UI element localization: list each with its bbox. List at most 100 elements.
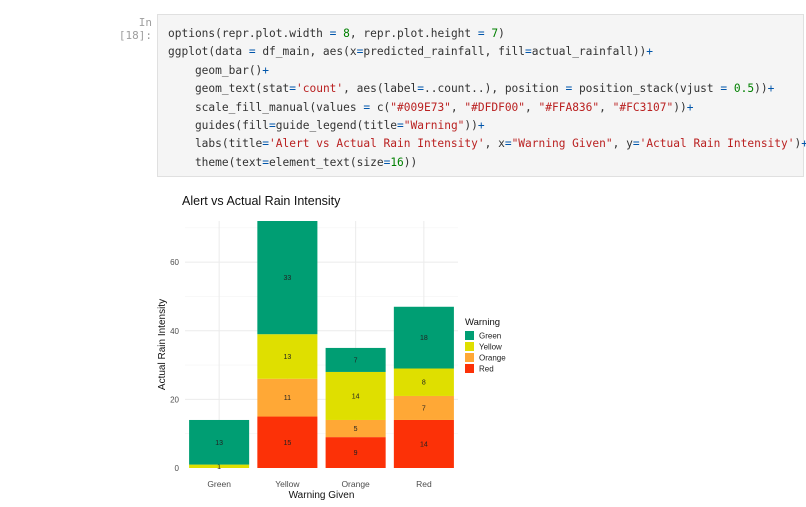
code-token: = [565, 82, 573, 96]
legend-swatch [465, 364, 474, 373]
code-token: "#DFDF00" [464, 100, 526, 114]
bar-segment [257, 416, 318, 468]
code-token: + [646, 45, 654, 59]
code-token: 'Actual Rain Intensity' [639, 137, 795, 151]
y-tick-label: 40 [170, 327, 179, 336]
code-token: "Warning Given" [511, 137, 613, 151]
code-cell[interactable]: options(repr.plot.width = 8, repr.plot.h… [157, 14, 806, 177]
code-token: predicted_rainfall, fill [363, 45, 526, 59]
code-token: df_main, aes(x [255, 45, 357, 59]
code-token: + [801, 137, 806, 151]
bar-segment [393, 368, 454, 396]
y-tick-label: 60 [170, 258, 179, 267]
code-editor[interactable]: options(repr.plot.width = 8, repr.plot.h… [168, 25, 806, 172]
code-token: , [450, 100, 465, 114]
code-token: 'count' [296, 82, 344, 96]
legend-label: Green [479, 332, 501, 341]
bar-segment [325, 437, 386, 468]
code-token: = [383, 155, 391, 169]
x-tick-label: Yellow [275, 479, 300, 489]
code-token: = [397, 118, 404, 132]
bar-segment [325, 347, 386, 372]
code-token: theme(text [168, 155, 263, 169]
bar-segment [257, 221, 318, 335]
legend-swatch [465, 331, 474, 340]
code-line: labs(title='Alert vs Actual Rain Intensi… [168, 135, 806, 153]
code-token: element_text(size [269, 155, 384, 169]
code-token: = [329, 27, 337, 40]
code-token: , y [612, 137, 633, 151]
y-tick-label: 0 [175, 464, 180, 473]
code-token: scale_fill_manual(values [168, 100, 364, 114]
legend-title: Warning [465, 317, 500, 328]
code-line: options(repr.plot.width = 8, repr.plot.h… [168, 25, 806, 43]
code-token: 7 [491, 27, 499, 40]
bar-segment [257, 378, 318, 417]
data-label: 7 [422, 405, 426, 412]
data-label: 5 [354, 426, 358, 433]
code-token [727, 82, 734, 95]
code-token: = [356, 45, 364, 59]
code-token: guide_legend(title [275, 118, 398, 132]
y-tick-label: 20 [170, 395, 179, 404]
code-token: + [686, 100, 694, 114]
data-label: 7 [354, 357, 358, 364]
x-tick-label: Green [207, 479, 231, 489]
code-token: "#FC3107" [612, 100, 674, 114]
bar-segment [189, 419, 250, 465]
code-token: guides(fill [168, 118, 270, 132]
code-token: )) [403, 155, 418, 169]
x-tick-label: Red [416, 479, 432, 489]
data-label: 14 [352, 393, 360, 400]
code-token: "#009E73" [390, 100, 451, 114]
code-line: theme(text=element_text(size=16)) [168, 154, 806, 172]
code-line: geom_text(stat='count', aes(label=..coun… [168, 80, 806, 98]
data-label: 9 [354, 450, 358, 457]
legend-swatch [465, 353, 474, 362]
bar-segment [393, 395, 454, 420]
code-token: = [720, 82, 728, 96]
code-token: = [504, 137, 512, 151]
bar-segment [393, 306, 454, 369]
code-token: = [289, 82, 296, 96]
code-token: = [632, 137, 640, 151]
data-label: 13 [215, 440, 223, 447]
code-token: , [599, 100, 613, 114]
code-token: = [262, 155, 270, 169]
chart-title: Alert vs Actual Rain Intensity [182, 194, 341, 208]
code-token: ) [498, 27, 505, 40]
code-token: = [525, 45, 532, 59]
bar-segment [257, 334, 318, 379]
code-token: "#FFA836" [538, 100, 600, 114]
legend-label: Red [479, 365, 494, 374]
legend-label: Orange [479, 354, 506, 363]
code-line: geom_bar()+ [168, 62, 806, 80]
bar-segment [325, 419, 386, 438]
code-token: ..count..), position [424, 82, 566, 96]
code-token: = [262, 137, 270, 151]
bar-segment [393, 419, 454, 468]
code-token: , repr.plot.height [349, 27, 478, 40]
x-axis-title: Warning Given [289, 490, 355, 501]
code-token: ) [794, 137, 802, 151]
code-token: = [477, 27, 485, 40]
code-token: options(repr.plot.width [168, 27, 330, 40]
code-token: labs(title [168, 137, 263, 151]
code-token: + [477, 118, 485, 132]
data-label: 1 [217, 464, 221, 471]
code-token: 8 [343, 27, 350, 40]
legend-swatch [465, 342, 474, 351]
code-token: )) [464, 118, 478, 132]
code-token: )) [673, 100, 687, 114]
legend-label: Yellow [479, 343, 502, 352]
data-label: 11 [284, 395, 291, 402]
code-token: c( [370, 100, 391, 114]
code-token: position_stack(vjust [572, 82, 721, 96]
data-label: 33 [283, 275, 291, 282]
code-token: = [363, 100, 371, 114]
data-label: 8 [422, 380, 426, 387]
code-token: geom_bar() [168, 63, 263, 77]
code-token: , aes(label [343, 82, 418, 96]
data-label: 14 [420, 441, 428, 448]
code-token: = [417, 82, 424, 96]
